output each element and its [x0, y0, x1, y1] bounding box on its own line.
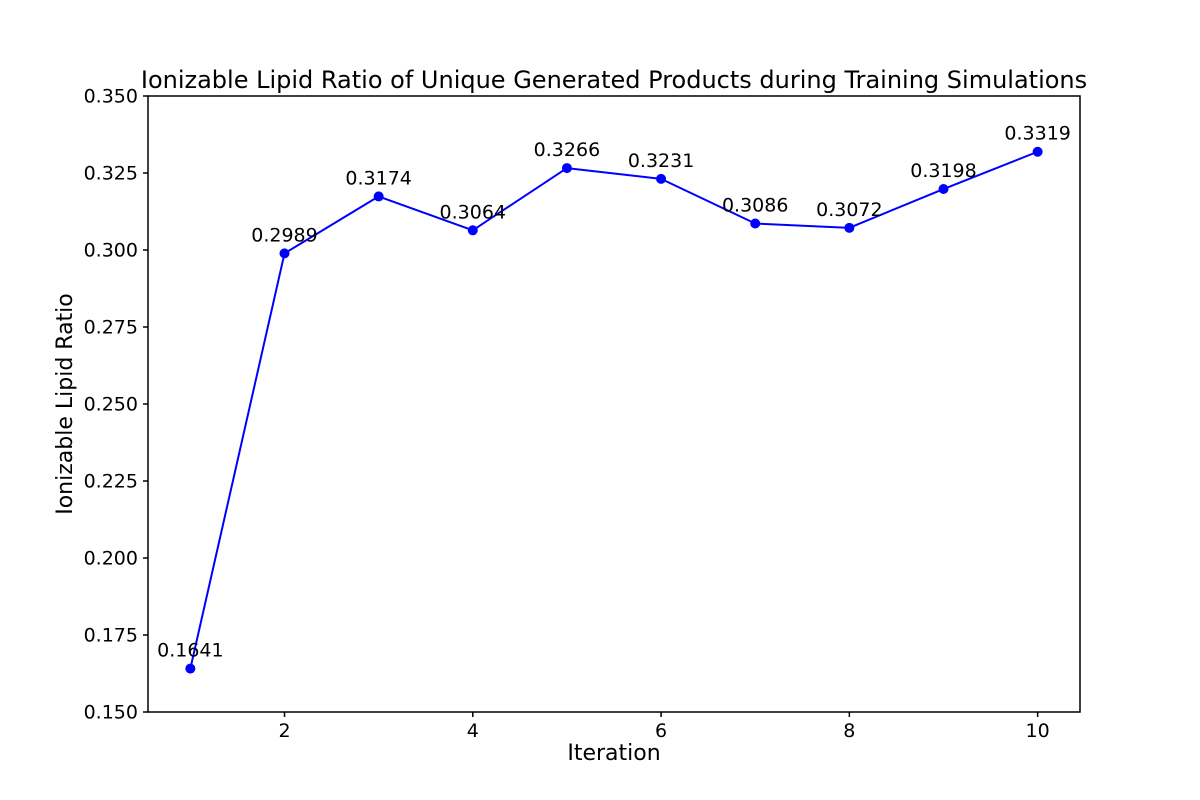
point-value-label: 0.3072: [816, 199, 882, 221]
point-value-label: 0.3231: [628, 150, 694, 172]
point-value-label: 0.3266: [534, 139, 600, 161]
x-tick-label: 10: [1026, 720, 1050, 742]
chart-title: Ionizable Lipid Ratio of Unique Generate…: [141, 66, 1087, 94]
point-value-label: 0.3064: [440, 201, 506, 223]
y-tick-label: 0.300: [84, 240, 138, 262]
point-annotations: 0.1641 0.2989 0.3174 0.3064 0.3266 0.3231 0.30…: [157, 123, 1071, 662]
y-tick-label: 0.225: [84, 471, 138, 493]
data-point: [561, 163, 572, 174]
x-tick-label: 2: [278, 720, 290, 742]
point-value-label: 0.3319: [1004, 123, 1070, 145]
point-value-label: 0.3086: [722, 195, 788, 217]
y-tick-label: 0.150: [84, 702, 138, 724]
data-point: [750, 218, 761, 229]
data-point: [1032, 146, 1043, 157]
point-value-label: 0.2989: [251, 224, 317, 246]
x-tick-label: 8: [843, 720, 855, 742]
data-point: [656, 173, 667, 184]
y-tick-label: 0.275: [84, 317, 138, 339]
point-value-label: 0.1641: [157, 640, 223, 662]
data-point: [185, 663, 196, 674]
y-axis-label: Ionizable Lipid Ratio: [53, 293, 78, 515]
data-point: [467, 225, 478, 236]
x-axis-ticks: 2 4 6 8 10: [278, 712, 1050, 742]
x-tick-label: 6: [655, 720, 667, 742]
x-axis-label: Iteration: [567, 741, 660, 766]
data-point: [938, 184, 949, 195]
y-axis-ticks: 0.150 0.175 0.200 0.225 0.250 0.275 0.300 0.325…: [84, 86, 148, 724]
data-point: [279, 248, 290, 259]
data-point: [373, 191, 384, 202]
point-value-label: 0.3198: [910, 160, 976, 182]
y-tick-label: 0.250: [84, 394, 138, 416]
data-series: [185, 146, 1043, 674]
data-point: [844, 222, 855, 233]
y-tick-label: 0.325: [84, 163, 138, 185]
point-value-label: 0.3174: [345, 167, 411, 189]
y-tick-label: 0.175: [84, 625, 138, 647]
y-tick-label: 0.350: [84, 86, 138, 108]
x-tick-label: 4: [467, 720, 479, 742]
y-tick-label: 0.200: [84, 548, 138, 570]
series-line: [189, 150, 1039, 669]
